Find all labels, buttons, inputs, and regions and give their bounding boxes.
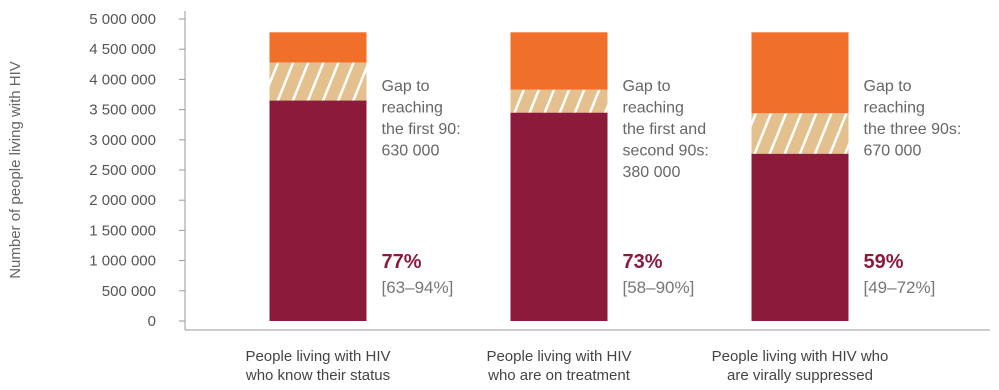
y-tick-label: 0 <box>148 313 156 330</box>
category-label: People living with HIV <box>486 348 631 365</box>
percent-label: 77% <box>382 251 422 273</box>
bar-segment-gap <box>510 89 608 113</box>
gap-annotation-line: 670 000 <box>864 143 922 160</box>
percent-range-label: [63–94%] <box>382 278 454 297</box>
y-tick-label: 3 500 000 <box>89 102 156 119</box>
gap-annotation-line: Gap to <box>623 78 671 95</box>
percent-range-label: [58–90%] <box>623 278 695 297</box>
bar-segment-achieved <box>510 112 608 322</box>
y-tick-label: 3 000 000 <box>89 132 156 149</box>
bar-segment-remaining <box>751 32 849 114</box>
gap-annotation-line: Gap to <box>382 78 430 95</box>
category-label: People living with HIV who <box>712 348 889 365</box>
gap-annotation-line: reaching <box>623 100 684 117</box>
y-tick-label: 1 500 000 <box>89 222 156 239</box>
percent-label: 73% <box>623 251 663 273</box>
bar-segment-gap <box>751 113 849 154</box>
gap-annotation-line: reaching <box>382 100 443 117</box>
y-tick-label: 500 000 <box>102 283 156 300</box>
y-tick-label: 2 000 000 <box>89 192 156 209</box>
category-label: are virally suppressed <box>727 367 873 384</box>
gap-annotation-line: 630 000 <box>382 143 440 160</box>
percent-range-label: [49–72%] <box>864 278 936 297</box>
gap-annotation-line: the first and <box>623 121 707 138</box>
gap-annotation-line: second 90s: <box>623 143 709 160</box>
y-tick-label: 2 500 000 <box>89 162 156 179</box>
bar-segment-remaining <box>269 32 367 63</box>
category-label: who are on treatment <box>487 367 631 384</box>
y-tick-label: 1 000 000 <box>89 253 156 270</box>
gap-annotation-line: Gap to <box>864 78 912 95</box>
gap-annotation-line: the first 90: <box>382 121 461 138</box>
y-tick-label: 5 000 000 <box>89 11 156 28</box>
y-tick-label: 4 000 000 <box>89 71 156 88</box>
gap-annotation-line: the three 90s: <box>864 121 962 138</box>
percent-label: 59% <box>864 251 904 273</box>
category-label: who know their status <box>245 367 390 384</box>
bar-segment-remaining <box>510 32 608 90</box>
gap-annotation-line: reaching <box>864 100 925 117</box>
bar-segment-gap <box>269 62 367 101</box>
bar-segment-achieved <box>269 100 367 321</box>
category-label: People living with HIV <box>245 348 390 365</box>
y-tick-label: 4 500 000 <box>89 41 156 58</box>
bar-segment-achieved <box>751 153 849 321</box>
gap-annotation-line: 380 000 <box>623 164 681 181</box>
y-axis-title: Number of people living with HIV <box>7 61 24 279</box>
